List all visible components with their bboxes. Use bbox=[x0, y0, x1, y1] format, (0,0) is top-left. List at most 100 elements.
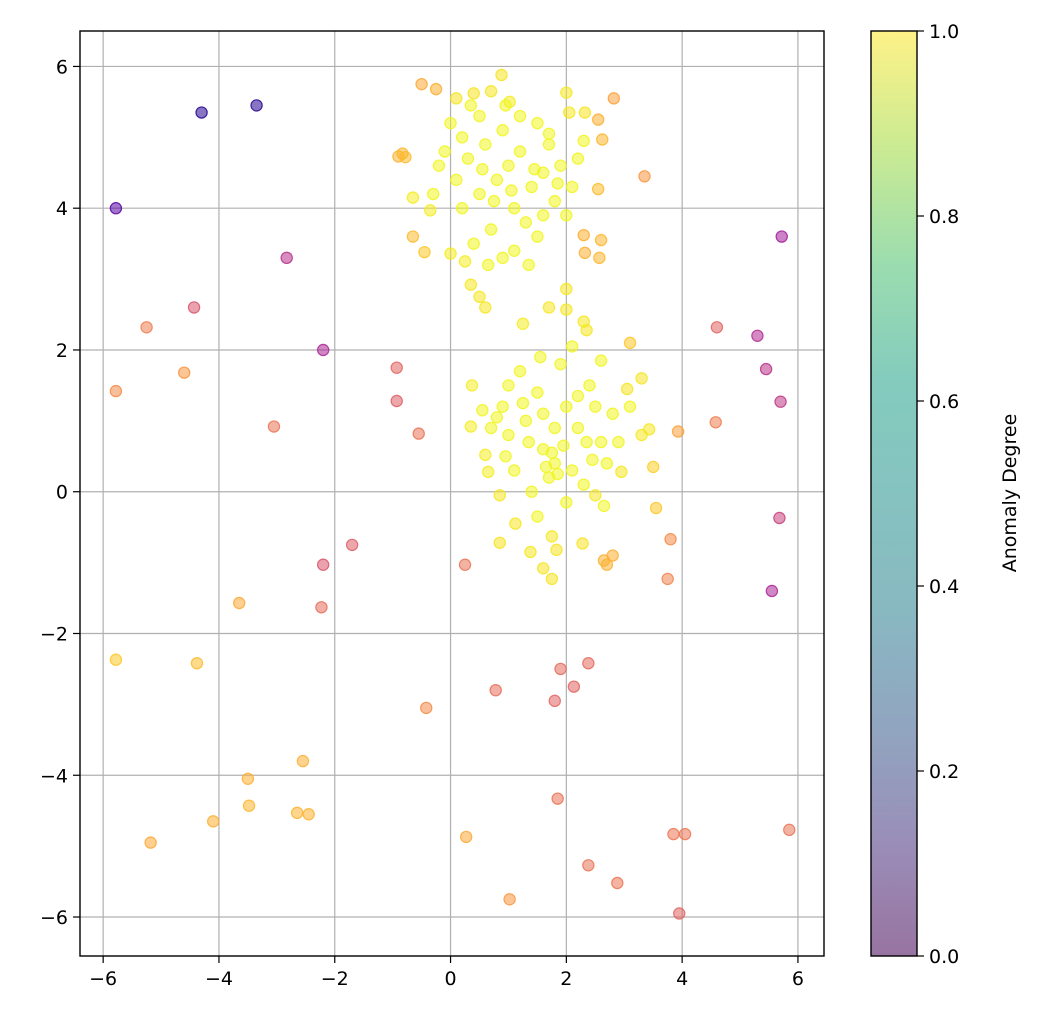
scatter-point bbox=[565, 464, 579, 477]
scatter-point bbox=[450, 173, 463, 187]
scatter-point bbox=[290, 806, 304, 820]
scatter-point bbox=[296, 754, 310, 768]
scatter-point bbox=[516, 396, 530, 410]
scatter-point bbox=[473, 109, 486, 123]
scatter-point bbox=[508, 464, 521, 477]
scatter-point bbox=[571, 421, 585, 435]
scatter-point bbox=[499, 450, 512, 463]
colorbar-tick-label: 1.0 bbox=[929, 21, 959, 43]
scatter-point bbox=[673, 907, 686, 920]
scatter-point bbox=[429, 82, 443, 96]
scatter-point bbox=[586, 453, 599, 467]
scatter-point bbox=[542, 127, 556, 140]
scatter-point bbox=[316, 343, 330, 357]
scatter-point bbox=[551, 792, 564, 805]
scatter-point bbox=[406, 230, 420, 243]
grid-lines bbox=[80, 31, 824, 956]
scatter-point bbox=[560, 496, 573, 509]
scatter-point bbox=[464, 278, 478, 291]
scatter-point bbox=[490, 411, 504, 424]
scatter-point bbox=[594, 233, 608, 247]
scatter-point bbox=[620, 382, 634, 396]
scatter-point bbox=[560, 400, 573, 413]
colorbar: 0.0 0.2 0.4 0.6 0.8 1.0 Anomaly Degree bbox=[870, 21, 1021, 968]
scatter-point bbox=[513, 365, 527, 378]
scatter-point bbox=[594, 435, 608, 449]
colorbar-tick-label: 0.2 bbox=[929, 761, 959, 783]
scatter-point bbox=[600, 558, 614, 571]
scatter-point bbox=[783, 823, 796, 837]
scatter-point bbox=[539, 460, 553, 474]
scatter-point bbox=[557, 439, 570, 452]
scatter-point bbox=[589, 489, 602, 502]
scatter-point bbox=[623, 336, 637, 350]
scatter-point bbox=[606, 407, 619, 420]
scatter-point bbox=[525, 180, 538, 194]
scatter-point bbox=[490, 173, 504, 187]
scatter-point bbox=[455, 131, 469, 144]
scatter-point bbox=[534, 350, 547, 364]
scatter-point bbox=[607, 92, 621, 105]
y-tick-label: 2 bbox=[56, 340, 68, 362]
scatter-point bbox=[635, 372, 648, 385]
scatter-point bbox=[484, 223, 498, 236]
scatter-point bbox=[536, 209, 550, 222]
scatter-point bbox=[195, 106, 208, 119]
scatter-point bbox=[710, 321, 724, 334]
scatter-point bbox=[545, 572, 559, 586]
scatter-point bbox=[464, 420, 478, 433]
scatter-point bbox=[502, 428, 515, 442]
scatter-point bbox=[242, 799, 256, 812]
scatter-point bbox=[487, 194, 501, 208]
scatter-points bbox=[109, 68, 796, 920]
scatter-point bbox=[516, 317, 530, 330]
scatter-point bbox=[577, 228, 590, 242]
scatter-point bbox=[775, 230, 788, 243]
scatter-point bbox=[519, 414, 533, 428]
scatter-point bbox=[531, 386, 544, 399]
scatter-point bbox=[315, 601, 328, 614]
scatter-point bbox=[577, 478, 590, 491]
scatter-point bbox=[600, 457, 614, 470]
scatter-point bbox=[646, 460, 660, 474]
y-tick-label: −6 bbox=[40, 907, 68, 929]
scatter-point bbox=[509, 517, 522, 530]
colorbar-label: Anomaly Degree bbox=[999, 414, 1021, 573]
scatter-point bbox=[502, 159, 515, 172]
scatter-point bbox=[596, 133, 609, 146]
scatter-point bbox=[418, 245, 431, 259]
scatter-point bbox=[667, 827, 680, 841]
y-tick-label: 6 bbox=[56, 56, 68, 78]
scatter-point bbox=[267, 420, 281, 433]
scatter-point bbox=[664, 533, 677, 546]
scatter-point bbox=[473, 290, 486, 304]
scatter-point bbox=[528, 163, 541, 176]
scatter-point bbox=[420, 701, 433, 715]
scatter-point bbox=[560, 282, 573, 296]
scatter-point bbox=[496, 251, 509, 265]
scatter-point bbox=[560, 209, 573, 222]
scatter-point bbox=[467, 237, 480, 250]
scatter-point bbox=[109, 384, 123, 398]
scatter-point bbox=[591, 182, 605, 196]
scatter-point bbox=[591, 113, 605, 126]
scatter-point bbox=[476, 163, 489, 176]
scatter-point bbox=[484, 421, 498, 435]
scatter-point bbox=[513, 109, 527, 123]
scatter-point bbox=[522, 258, 535, 272]
scatter-point bbox=[508, 202, 521, 215]
scatter-point bbox=[612, 435, 625, 449]
scatter-point bbox=[390, 361, 403, 374]
scatter-point bbox=[444, 116, 457, 130]
scatter-point bbox=[563, 106, 576, 119]
y-tick-label: 4 bbox=[56, 198, 68, 220]
scatter-point bbox=[578, 246, 592, 260]
scatter-point bbox=[473, 187, 486, 201]
y-tick-label: −4 bbox=[40, 765, 68, 787]
scatter-point bbox=[424, 204, 437, 217]
scatter-point bbox=[542, 138, 556, 151]
scatter-point bbox=[545, 446, 559, 459]
colorbar-tick-label: 0.8 bbox=[929, 206, 959, 228]
scatter-point bbox=[109, 653, 123, 666]
scatter-point bbox=[560, 303, 573, 316]
